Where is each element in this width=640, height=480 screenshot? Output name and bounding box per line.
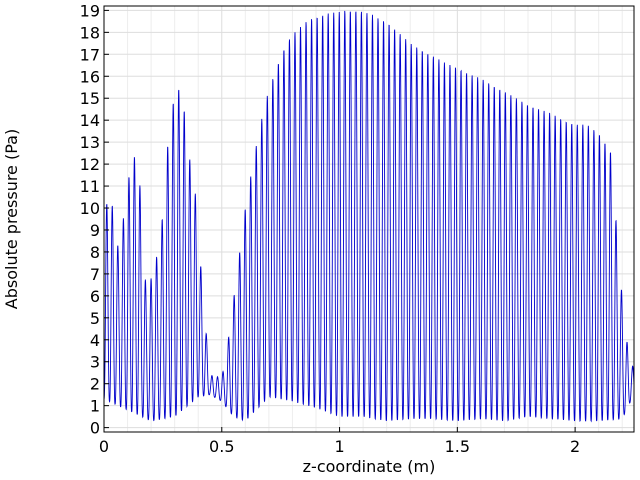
x-tick-label: 0	[99, 437, 109, 456]
y-tick-label: 13	[80, 133, 100, 152]
y-tick-label: 4	[90, 331, 100, 350]
y-tick-label: 16	[80, 67, 100, 86]
y-tick-label: 0	[90, 419, 100, 438]
y-tick-label: 17	[80, 45, 100, 64]
x-axis-label: z-coordinate (m)	[303, 457, 436, 476]
y-tick-label: 3	[90, 353, 100, 372]
y-tick-label: 15	[80, 89, 100, 108]
x-tick-label: 1	[334, 437, 344, 456]
y-tick-label: 5	[90, 309, 100, 328]
y-tick-label: 2	[90, 375, 100, 394]
x-tick-label: 0.5	[209, 437, 234, 456]
y-tick-label: 10	[80, 199, 100, 218]
y-tick-label: 7	[90, 265, 100, 284]
plot-frame	[103, 5, 635, 433]
y-tick-label: 12	[80, 155, 100, 174]
y-tick-label: 19	[80, 1, 100, 20]
y-tick-label: 1	[90, 397, 100, 416]
y-tick-label: 6	[90, 287, 100, 306]
series-layer	[103, 10, 635, 423]
y-tick-label: 18	[80, 23, 100, 42]
series-line-absolute-pressure	[103, 10, 635, 423]
y-tick-label: 11	[80, 177, 100, 196]
x-tick-label: 1.5	[445, 437, 470, 456]
y-axis-label: Absolute pressure (Pa)	[2, 129, 21, 309]
x-tick-label: 2	[570, 437, 580, 456]
y-tick-label: 14	[80, 111, 100, 130]
y-tick-label: 9	[90, 221, 100, 240]
y-tick-label: 8	[90, 243, 100, 262]
